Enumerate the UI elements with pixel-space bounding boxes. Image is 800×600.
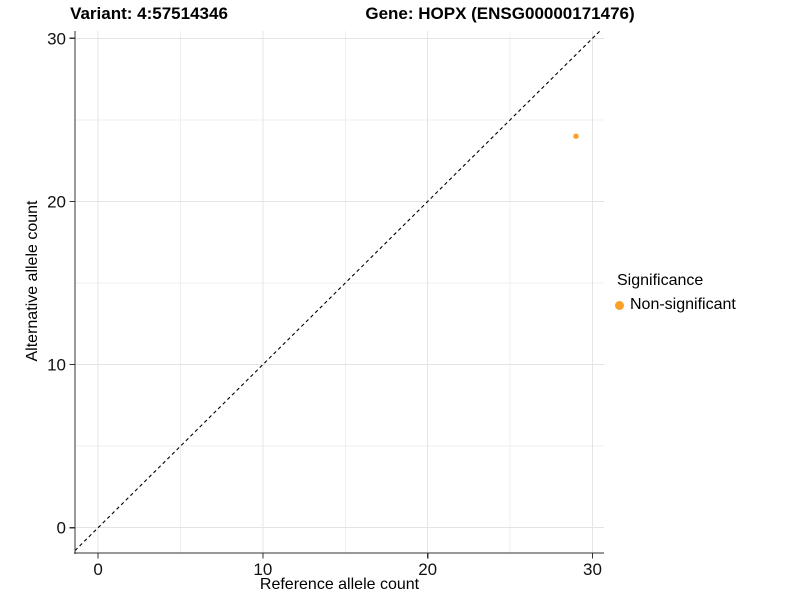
y-tick-label: 20 — [47, 192, 66, 211]
x-tick-label: 20 — [418, 560, 437, 579]
y-tick-label: 30 — [47, 29, 66, 48]
data-points — [573, 133, 579, 139]
plot-title-gene: Gene: HOPX (ENSG00000171476) — [365, 4, 635, 23]
data-point — [573, 133, 579, 139]
y-axis-title: Alternative allele count — [24, 200, 41, 362]
legend-title: Significance — [617, 272, 704, 289]
x-axis-title: Reference allele count — [259, 576, 420, 593]
y-tick-label: 0 — [57, 519, 66, 538]
x-tick-label: 10 — [253, 560, 272, 579]
legend-item-label: Non-significant — [630, 296, 736, 313]
tick-labels: 0 10 20 30 0 10 20 30 — [47, 29, 602, 579]
grid-major — [75, 31, 604, 553]
y-tick-label: 10 — [47, 356, 66, 375]
legend-point-icon — [615, 300, 624, 310]
identity-line — [74, 30, 601, 551]
x-tick-label: 30 — [583, 560, 602, 579]
axis-ticks — [69, 37, 594, 559]
legend: Significance Non-significant — [615, 271, 736, 315]
legend-item: Non-significant — [615, 295, 736, 315]
grid-minor — [75, 31, 604, 553]
plot-title-variant: Variant: 4:57514346 — [70, 4, 228, 23]
x-tick-label: 0 — [93, 560, 102, 579]
